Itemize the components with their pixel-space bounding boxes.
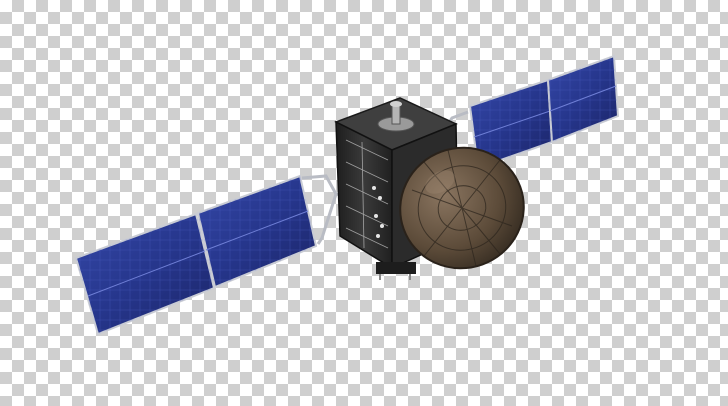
right-solar-array — [437, 54, 620, 170]
dish-antenna — [399, 146, 525, 270]
left-solar-array — [74, 174, 349, 336]
top-antenna — [377, 101, 415, 132]
